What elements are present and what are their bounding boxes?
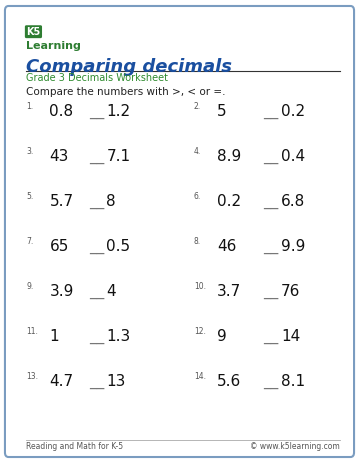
Text: __: __ bbox=[263, 104, 279, 119]
Text: 10.: 10. bbox=[194, 282, 206, 291]
Text: 6.8: 6.8 bbox=[281, 194, 305, 209]
Text: K5: K5 bbox=[26, 27, 41, 37]
Text: 1.2: 1.2 bbox=[107, 104, 131, 119]
Text: 0.2: 0.2 bbox=[281, 104, 305, 119]
Text: 0.2: 0.2 bbox=[217, 194, 241, 209]
Text: 0.4: 0.4 bbox=[281, 149, 305, 163]
Text: 5.7: 5.7 bbox=[50, 194, 74, 209]
Text: 14: 14 bbox=[281, 329, 300, 344]
Text: __: __ bbox=[89, 239, 104, 254]
Text: 7.: 7. bbox=[26, 237, 34, 246]
Text: __: __ bbox=[263, 239, 279, 254]
Text: 43: 43 bbox=[50, 149, 69, 163]
Text: 4.7: 4.7 bbox=[50, 374, 74, 389]
Text: __: __ bbox=[89, 374, 104, 389]
Text: 14.: 14. bbox=[194, 372, 206, 382]
Text: 0.5: 0.5 bbox=[107, 239, 131, 254]
Text: __: __ bbox=[263, 194, 279, 209]
Text: 9: 9 bbox=[217, 329, 227, 344]
Text: Comparing decimals: Comparing decimals bbox=[26, 58, 232, 76]
Text: 5.: 5. bbox=[26, 192, 34, 201]
Text: __: __ bbox=[263, 374, 279, 389]
Text: 46: 46 bbox=[217, 239, 236, 254]
Text: 65: 65 bbox=[50, 239, 69, 254]
Text: 8: 8 bbox=[107, 194, 116, 209]
Text: 7.1: 7.1 bbox=[107, 149, 131, 163]
Text: Learning: Learning bbox=[26, 40, 81, 50]
Text: __: __ bbox=[263, 284, 279, 299]
Text: 8.: 8. bbox=[194, 237, 201, 246]
Text: 4.: 4. bbox=[194, 147, 201, 156]
Text: __: __ bbox=[263, 149, 279, 163]
Text: 4: 4 bbox=[107, 284, 116, 299]
Text: __: __ bbox=[89, 284, 104, 299]
Text: 9.9: 9.9 bbox=[281, 239, 306, 254]
Text: __: __ bbox=[263, 329, 279, 344]
Text: 0.8: 0.8 bbox=[50, 104, 74, 119]
Text: 1: 1 bbox=[50, 329, 59, 344]
Text: 76: 76 bbox=[281, 284, 300, 299]
Text: 3.: 3. bbox=[26, 147, 34, 156]
Text: 1.: 1. bbox=[26, 102, 33, 111]
Text: __: __ bbox=[89, 104, 104, 119]
Text: __: __ bbox=[89, 149, 104, 163]
Text: 6.: 6. bbox=[194, 192, 201, 201]
Text: Compare the numbers with >, < or =.: Compare the numbers with >, < or =. bbox=[26, 87, 226, 97]
Text: 5.6: 5.6 bbox=[217, 374, 241, 389]
Text: 13.: 13. bbox=[26, 372, 38, 382]
Text: 1.3: 1.3 bbox=[107, 329, 131, 344]
Text: 3.7: 3.7 bbox=[217, 284, 241, 299]
Text: 8.1: 8.1 bbox=[281, 374, 305, 389]
Text: 11.: 11. bbox=[26, 327, 38, 336]
Text: 13: 13 bbox=[107, 374, 126, 389]
Text: __: __ bbox=[89, 329, 104, 344]
Text: 12.: 12. bbox=[194, 327, 206, 336]
Text: © www.k5learning.com: © www.k5learning.com bbox=[250, 442, 340, 451]
Text: Reading and Math for K-5: Reading and Math for K-5 bbox=[26, 442, 123, 451]
Text: 2.: 2. bbox=[194, 102, 201, 111]
Text: 8.9: 8.9 bbox=[217, 149, 241, 163]
Text: Grade 3 Decimals Worksheet: Grade 3 Decimals Worksheet bbox=[26, 73, 168, 83]
FancyBboxPatch shape bbox=[5, 6, 354, 457]
Text: 5: 5 bbox=[217, 104, 227, 119]
Text: 3.9: 3.9 bbox=[50, 284, 74, 299]
Text: __: __ bbox=[89, 194, 104, 209]
Text: 9.: 9. bbox=[26, 282, 34, 291]
